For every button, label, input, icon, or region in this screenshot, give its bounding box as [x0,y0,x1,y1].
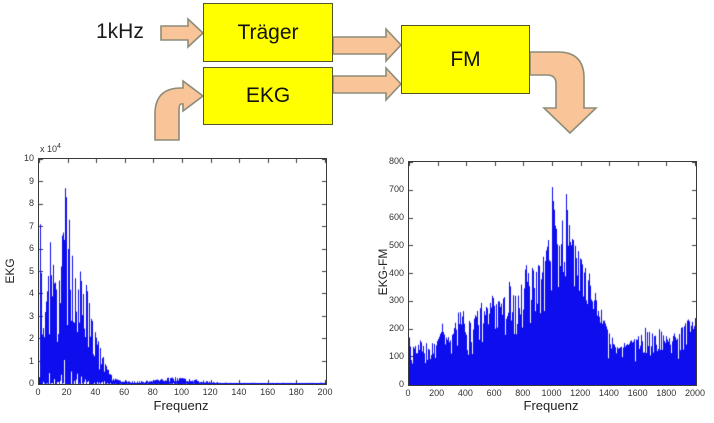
y-tick-label: 10 [23,153,34,163]
y-tick-label: 5 [28,265,34,276]
x-tick-label: 180 [288,387,304,397]
right-plot-ylabel: EKG-FM [376,248,390,296]
input-frequency-label: 1kHz [96,20,144,43]
arrow-curved-input-to-ekg-icon [154,79,205,141]
x-tick-label: 600 [486,388,502,398]
x-tick-label: 1800 [656,388,677,398]
x-tick-label: 80 [147,387,158,397]
block-traeger: Träger [203,3,333,62]
y-tick-label: 3 [28,310,34,321]
x-tick-label: 100 [173,387,190,397]
right-plot-canvas [409,162,696,385]
x-tick-label: 0 [405,388,411,398]
left-plot-xlabel: Frequenz [153,398,209,413]
x-tick-label: 200 [317,387,333,397]
y-tick-label: 2 [28,333,34,343]
x-tick-label: 1200 [570,388,591,398]
x-tick-label: 20 [61,387,72,397]
left-plot-axes [38,158,327,385]
y-tick-label: 9 [28,175,34,186]
y-tick-label: 8 [28,198,34,208]
right-plot-xlabel: Frequenz [523,398,579,413]
left-plot-canvas [39,159,326,384]
x-tick-label: 800 [515,388,531,398]
right-plot-axes [408,161,697,386]
y-tick-label: 400 [388,267,404,278]
y-tick-label: 1 [28,355,34,366]
x-tick-label: 400 [457,388,473,398]
y-tick-label: 0 [28,378,34,388]
y-tick-label: 300 [388,295,404,306]
block-ekg: EKG [203,67,333,125]
y-tick-label: 800 [388,156,404,166]
x-tick-label: 160 [260,387,276,397]
y-tick-label: 600 [388,211,404,222]
left-plot-ylabel: EKG [3,258,17,284]
x-tick-label: 1000 [541,388,562,398]
x-tick-label: 120 [202,387,218,397]
y-tick-label: 7 [28,220,34,231]
x-tick-label: 1400 [598,388,619,398]
x-tick-label: 1600 [627,388,648,398]
arrow-traeger-to-fm-icon [332,26,403,64]
arrow-1khz-to-traeger-icon [160,17,205,49]
x-tick-label: 200 [429,388,445,398]
x-tick-label: 140 [231,387,247,397]
y-tick-label: 4 [28,288,34,298]
arrow-ekg-to-fm-icon [332,65,403,103]
x-tick-label: 40 [90,387,101,397]
y-tick-label: 200 [388,323,404,334]
arrow-fm-output-down-icon [529,51,598,135]
x-tick-label: 0 [35,387,41,397]
x-tick-label: 2000 [684,388,706,398]
block-fm: FM [401,25,530,94]
y-tick-label: 700 [388,183,404,194]
y-tick-label: 6 [28,243,34,253]
y-tick-label: 0 [398,379,404,389]
y-tick-label: 500 [388,239,404,250]
x-tick-label: 60 [119,387,130,397]
left-plot-y-scale-label: x 104 [40,143,61,154]
y-tick-label: 100 [388,351,404,362]
